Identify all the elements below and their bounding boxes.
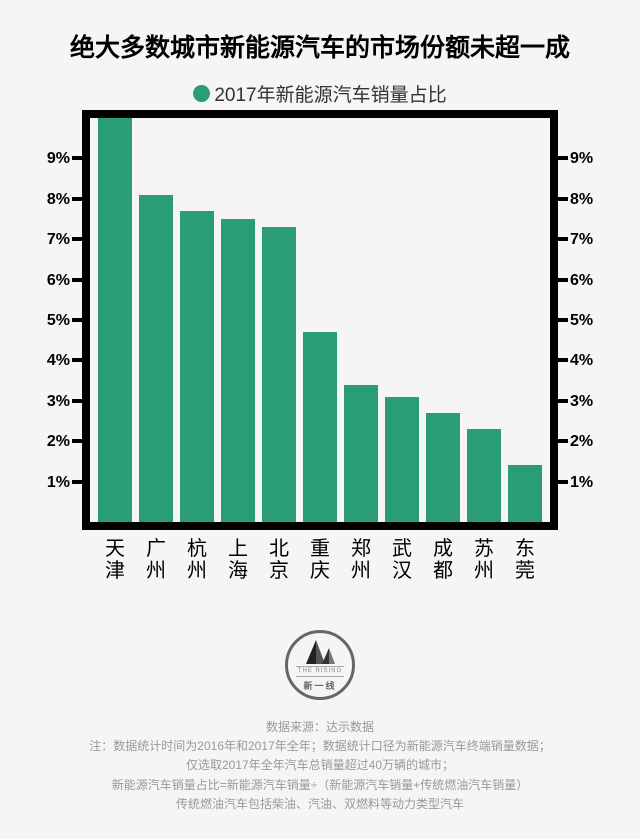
footnote-line: 数据来源：达示数据 <box>0 718 640 737</box>
bar <box>221 219 255 522</box>
footnote-line: 仅选取2017年全年汽车总销量超过40万辆的城市； <box>0 756 640 775</box>
bar <box>508 465 542 522</box>
bar <box>303 332 337 522</box>
y-tick-mark-left <box>72 439 82 443</box>
bar <box>467 429 501 522</box>
x-category-label: 上海 <box>224 538 252 582</box>
y-tick-mark-right <box>558 237 568 241</box>
y-tick-label-right: 2% <box>570 433 593 451</box>
y-tick-label-right: 5% <box>570 312 593 330</box>
x-category-label: 天津 <box>101 538 129 582</box>
x-category-label: 郑州 <box>347 538 375 582</box>
x-category-label: 北京 <box>265 538 293 582</box>
bar <box>385 397 419 522</box>
bar <box>139 195 173 522</box>
footnote-line: 传统燃油汽车包括柴油、汽油、双燃料等动力类型汽车 <box>0 795 640 814</box>
x-category-label: 苏州 <box>470 538 498 582</box>
x-category-label: 重庆 <box>306 538 334 582</box>
y-tick-label-right: 9% <box>570 150 593 168</box>
y-tick-label-right: 1% <box>570 474 593 492</box>
bar <box>262 227 296 522</box>
y-tick-mark-left <box>72 197 82 201</box>
y-tick-label-left: 1% <box>40 474 70 492</box>
x-category-label: 广州 <box>142 538 170 582</box>
y-tick-mark-left <box>72 399 82 403</box>
x-category-label: 东莞 <box>511 538 539 582</box>
footer-logo-wrap: THE RISING 新一线 <box>0 630 640 700</box>
footnote-line: 新能源汽车销量占比=新能源汽车销量÷（新能源汽车销量+传统燃油汽车销量） <box>0 776 640 795</box>
y-tick-mark-left <box>72 358 82 362</box>
y-tick-mark-left <box>72 237 82 241</box>
y-tick-mark-right <box>558 156 568 160</box>
y-tick-mark-left <box>72 156 82 160</box>
y-tick-label-left: 6% <box>40 272 70 290</box>
y-tick-mark-right <box>558 358 568 362</box>
legend-marker-icon <box>193 85 210 102</box>
y-tick-label-left: 7% <box>40 231 70 249</box>
chart-title: 绝大多数城市新能源汽车的市场份额未超一成 <box>0 28 640 64</box>
y-tick-label-right: 4% <box>570 352 593 370</box>
y-tick-label-left: 3% <box>40 393 70 411</box>
footnote-line: 注：数据统计时间为2016年和2017年全年；数据统计口径为新能源汽车终端销量数… <box>0 737 640 756</box>
x-category-label: 杭州 <box>183 538 211 582</box>
y-tick-label-right: 3% <box>570 393 593 411</box>
bar <box>98 118 132 522</box>
legend-label: 2017年新能源汽车销量占比 <box>214 80 446 107</box>
y-tick-mark-right <box>558 439 568 443</box>
y-tick-mark-left <box>72 278 82 282</box>
y-tick-mark-left <box>72 480 82 484</box>
y-tick-mark-right <box>558 318 568 322</box>
y-tick-label-left: 2% <box>40 433 70 451</box>
y-tick-label-left: 4% <box>40 352 70 370</box>
y-tick-mark-right <box>558 480 568 484</box>
y-tick-label-right: 8% <box>570 191 593 209</box>
y-tick-label-right: 7% <box>570 231 593 249</box>
logo-art-icon <box>304 638 336 664</box>
y-tick-label-left: 5% <box>40 312 70 330</box>
footnotes: 数据来源：达示数据注：数据统计时间为2016年和2017年全年；数据统计口径为新… <box>0 718 640 814</box>
bars-container <box>90 118 550 522</box>
bar <box>180 211 214 522</box>
y-tick-label-right: 6% <box>570 272 593 290</box>
y-tick-mark-right <box>558 197 568 201</box>
y-tick-mark-left <box>72 318 82 322</box>
logo-subtext: THE RISING <box>296 666 344 676</box>
y-tick-mark-right <box>558 399 568 403</box>
x-category-label: 武汉 <box>388 538 416 582</box>
x-category-label: 成都 <box>429 538 457 582</box>
plot-frame <box>82 110 558 530</box>
chart-legend: 2017年新能源汽车销量占比 <box>0 80 640 107</box>
footer-logo: THE RISING 新一线 <box>285 630 355 700</box>
logo-cn-text: 新一线 <box>303 679 336 692</box>
y-tick-label-left: 9% <box>40 150 70 168</box>
bar <box>344 385 378 522</box>
bar <box>426 413 460 522</box>
y-tick-label-left: 8% <box>40 191 70 209</box>
y-tick-mark-right <box>558 278 568 282</box>
